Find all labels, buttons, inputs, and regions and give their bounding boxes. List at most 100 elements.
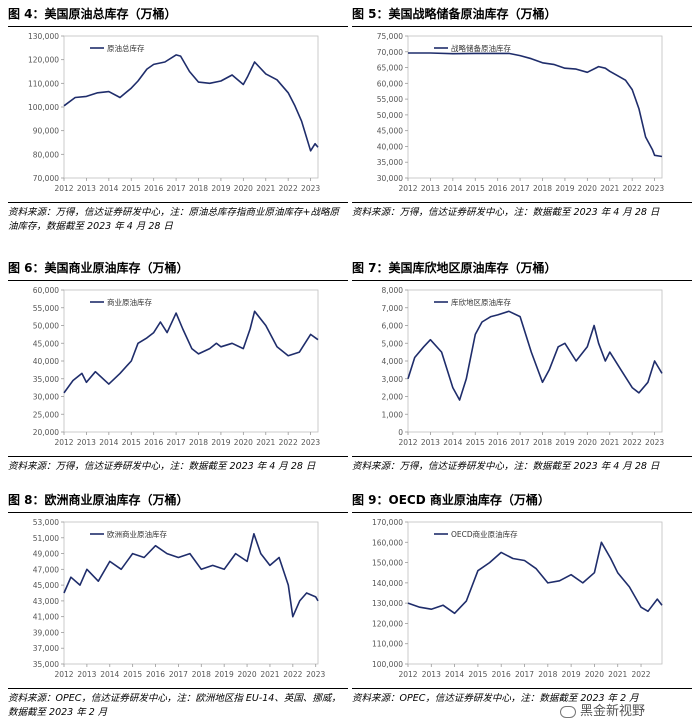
- x-tick-label: 2022: [283, 670, 302, 679]
- line-chart: 30,000 35,000 40,000 45,000 50,000 55,000 60,0…: [377, 32, 665, 193]
- y-tick-label: 53,000: [33, 518, 59, 527]
- chart-title: 图 8：欧洲商业原油库存（万桶）: [8, 490, 348, 513]
- line-chart: 70,000 80,000 90,000 100,000 110,000 120,000 1…: [28, 32, 320, 193]
- y-tick-label: 35,000: [33, 660, 59, 669]
- y-tick-label: 90,000: [33, 127, 59, 136]
- y-tick-label: 41,000: [33, 613, 59, 622]
- x-tick-label: 2013: [77, 184, 96, 193]
- x-tick-label: 2018: [189, 184, 208, 193]
- x-tick-label: 2020: [578, 438, 597, 447]
- y-tick-label: 51,000: [33, 534, 59, 543]
- x-tick-label: 2023: [645, 184, 664, 193]
- y-tick-label: 160,000: [372, 538, 403, 547]
- x-tick-label: 2012: [54, 184, 73, 193]
- y-tick-label: 37,000: [33, 644, 59, 653]
- source-note: 资料来源：万得，信达证券研发中心，注：数据截至 2023 年 4 月 28 日: [352, 461, 660, 472]
- x-tick-label: 2017: [167, 438, 186, 447]
- x-tick-label: 2017: [511, 438, 530, 447]
- y-tick-label: 30,000: [377, 174, 403, 183]
- y-tick-label: 140,000: [372, 579, 403, 588]
- x-tick-label: 2016: [144, 438, 163, 447]
- x-tick-label: 2014: [100, 670, 119, 679]
- x-tick-label: 2012: [398, 670, 417, 679]
- x-tick-label: 2019: [211, 438, 230, 447]
- wechat-icon: [560, 705, 576, 718]
- x-tick-label: 2016: [144, 184, 163, 193]
- series-line: [63, 54, 319, 152]
- y-tick-label: 110,000: [372, 640, 403, 649]
- chart-area: 30,000 35,000 40,000 45,000 50,000 55,000 60,0…: [352, 26, 692, 203]
- y-tick-label: 55,000: [33, 304, 59, 313]
- plot-frame: [407, 35, 663, 179]
- y-tick-label: 150,000: [372, 559, 403, 568]
- x-tick-label: 2023: [301, 184, 320, 193]
- x-tick-label: 2020: [234, 438, 253, 447]
- y-tick-label: 1,000: [382, 410, 404, 419]
- y-tick-label: 70,000: [377, 48, 403, 57]
- x-tick-label: 2021: [256, 438, 275, 447]
- x-tick-label: 2016: [488, 438, 507, 447]
- y-tick-label: 110,000: [28, 79, 59, 88]
- y-tick-label: 120,000: [28, 56, 59, 65]
- y-tick-label: 100,000: [28, 103, 59, 112]
- x-tick-label: 2014: [99, 184, 118, 193]
- legend-label: 商业原油库存: [107, 297, 152, 307]
- legend-label: 库欣地区原油库存: [451, 297, 511, 307]
- series-line: [63, 533, 319, 618]
- chart-area: 70,000 80,000 90,000 100,000 110,000 120,000 1…: [8, 26, 348, 203]
- chart-title: 图 7：美国库欣地区原油库存（万桶）: [352, 258, 692, 281]
- y-tick-label: 45,000: [33, 339, 59, 348]
- line-chart: 35,000 37,000 39,000 41,000 43,000 45,000 47,0…: [33, 518, 326, 679]
- x-tick-label: 2018: [189, 438, 208, 447]
- y-tick-label: 65,000: [377, 64, 403, 73]
- x-tick-label: 2019: [562, 670, 581, 679]
- y-tick-label: 60,000: [33, 286, 59, 295]
- y-tick-label: 170,000: [372, 518, 403, 527]
- x-tick-label: 2019: [215, 670, 234, 679]
- x-tick-label: 2023: [645, 438, 664, 447]
- x-tick-label: 2021: [256, 184, 275, 193]
- x-tick-label: 2015: [468, 670, 487, 679]
- line-chart: 20,000 25,000 30,000 35,000 40,000 45,000 50,0…: [33, 286, 321, 447]
- x-tick-label: 2018: [538, 670, 557, 679]
- y-tick-label: 70,000: [33, 174, 59, 183]
- x-tick-label: 2018: [533, 184, 552, 193]
- line-chart: 0 1,000 2,000 3,000 4,000 5,000 6,000 7,000 8,00…: [382, 286, 665, 447]
- watermark: 黑金新视野: [560, 700, 645, 719]
- y-tick-label: 8,000: [382, 286, 404, 295]
- plot-frame: [63, 35, 319, 179]
- y-tick-label: 50,000: [377, 111, 403, 120]
- y-tick-label: 45,000: [33, 581, 59, 590]
- y-tick-label: 120,000: [372, 619, 403, 628]
- y-tick-label: 35,000: [377, 158, 403, 167]
- legend-label: OECD商业原油库存: [451, 529, 518, 539]
- x-tick-label: 2017: [515, 670, 534, 679]
- chart-title: 图 6：美国商业原油库存（万桶）: [8, 258, 348, 281]
- x-tick-label: 2015: [122, 438, 141, 447]
- x-tick-label: 2021: [608, 670, 627, 679]
- x-tick-label: 2021: [260, 670, 279, 679]
- x-tick-label: 2014: [99, 438, 118, 447]
- y-tick-label: 75,000: [377, 32, 403, 41]
- chart-title: 图 5：美国战略储备原油库存（万桶）: [352, 4, 692, 27]
- y-tick-label: 5,000: [382, 339, 404, 348]
- x-tick-label: 2022: [631, 670, 650, 679]
- chart-area: 0 1,000 2,000 3,000 4,000 5,000 6,000 7,000 8,00…: [352, 280, 692, 457]
- y-tick-label: 130,000: [28, 32, 59, 41]
- series-line: [407, 310, 663, 401]
- x-tick-label: 2023: [301, 438, 320, 447]
- legend-label: 战略储备原油库存: [451, 43, 511, 53]
- x-tick-label: 2023: [306, 670, 325, 679]
- x-tick-label: 2013: [421, 438, 440, 447]
- source-note: 资料来源：万得，信达证券研发中心，注：数据截至 2023 年 4 月 28 日: [8, 461, 316, 472]
- y-tick-label: 3,000: [382, 375, 404, 384]
- x-tick-label: 2022: [279, 438, 298, 447]
- source-note: 资料来源：万得，信达证券研发中心，注：原油总库存指商业原油库存+战略原油库存，数…: [8, 207, 339, 232]
- y-tick-label: 100,000: [372, 660, 403, 669]
- plot-frame: [407, 521, 663, 665]
- plot-frame: [63, 289, 319, 433]
- x-tick-label: 2014: [443, 184, 462, 193]
- x-tick-label: 2019: [211, 184, 230, 193]
- y-tick-label: 4,000: [382, 357, 404, 366]
- x-tick-label: 2013: [77, 670, 96, 679]
